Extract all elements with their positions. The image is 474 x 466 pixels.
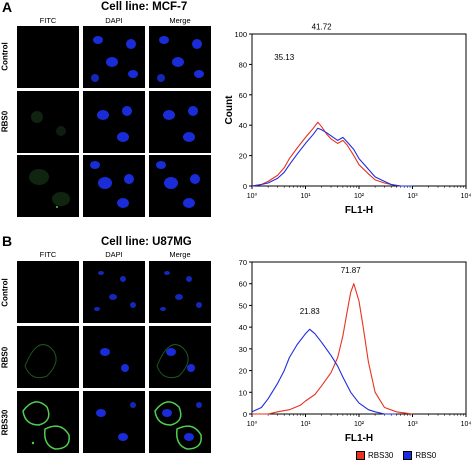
chart-a-data-label: 41.72	[312, 22, 333, 31]
panel-a-cell-line-title: Cell line: MCF-7	[101, 1, 188, 13]
legend-label-rbs30: RBS30	[368, 451, 394, 460]
panel-b-rbs30-merge-image	[149, 391, 211, 453]
legend-label-rbs0: RBS0	[415, 451, 437, 460]
panel-b-row-rbs0: RBS0	[0, 346, 10, 369]
chart-b-plot-frame	[251, 261, 467, 415]
chart-a-y-tick-label: 0	[243, 182, 247, 191]
panel-b-letter: B	[2, 233, 13, 249]
panel-b-col-fitc: FITC	[39, 250, 57, 259]
panel-a-letter: A	[2, 0, 13, 15]
chart-a-y-tick-label: 80	[239, 60, 247, 69]
panel-a-rbs30-merge-image	[149, 155, 211, 217]
legend-swatch-rbs0	[403, 451, 413, 460]
chart-a-x-axis-label: FL1-H	[345, 205, 373, 216]
chart-b-x-tick-label: 10³	[407, 421, 418, 428]
chart-b-y-tick-label: 10	[239, 388, 247, 397]
panel-b-rbs30-fitc-image	[17, 391, 79, 453]
panel-b-row-rbs30: RBS30	[0, 409, 10, 436]
panel-a-control-fitc-image	[17, 26, 79, 88]
chart-a-x-tick-label: 10¹	[300, 193, 311, 200]
chart-b-series-line-0	[252, 283, 413, 415]
panel-b-control-fitc-image	[17, 261, 79, 323]
chart-b-x-tick-label: 10⁰	[247, 420, 258, 428]
chart-b-y-tick-label: 50	[239, 301, 247, 310]
chart-a-y-axis-label: Count	[224, 95, 235, 125]
chart-a-y-tick-label: 100	[234, 30, 247, 39]
panel-b-cell-line-title: Cell line: U87MG	[101, 236, 192, 248]
chart-b-y-tick-label: 0	[243, 410, 247, 419]
panel-a-control-merge-image	[149, 26, 211, 88]
chart-a-series-line-0	[251, 121, 413, 187]
panel-a-col-dapi: DAPI	[105, 16, 123, 25]
panel-a-rbs0-dapi-image	[83, 91, 145, 153]
panel-b-rbs0-dapi-image	[83, 326, 145, 388]
chart-b-x-tick-label: 10⁴	[461, 421, 472, 428]
panel-a-rbs30-dapi-image	[83, 155, 145, 217]
panel-a-rbs30-fitc-image	[17, 155, 79, 217]
chart-b-y-tick-label: 20	[239, 367, 247, 376]
chart-b-x-tick-label: 10¹	[300, 421, 311, 428]
chart-a-x-tick-label: 10³	[407, 193, 418, 200]
chart-b-y-tick-label: 40	[239, 323, 247, 332]
panel-b-row-control: Control	[0, 278, 10, 307]
chart-b-series-line-1	[251, 328, 397, 415]
panel-a-row-rbs0: RBS0	[0, 110, 10, 133]
panel-a-rbs0-fitc-image	[17, 91, 79, 153]
chart-b-data-label: 71.87	[341, 266, 362, 275]
panel-a-row-control: Control	[0, 42, 10, 71]
chart-b-x-tick-label: 10²	[354, 421, 365, 428]
panel-a-rbs0-merge-image	[149, 91, 211, 153]
panel-b-col-merge: Merge	[169, 250, 191, 259]
legend-swatch-rbs30	[356, 451, 365, 460]
chart-a-y-tick-label: 20	[239, 152, 247, 161]
chart-a-x-tick-label: 10⁴	[461, 193, 472, 200]
chart-a-x-tick-label: 10⁰	[247, 192, 258, 200]
panel-b-col-dapi: DAPI	[105, 250, 123, 259]
chart-a-y-tick-label: 60	[239, 91, 247, 100]
chart-a-series-line-1	[251, 127, 413, 187]
panel-b-rbs0-merge-image	[149, 326, 211, 388]
panel-a-control-dapi-image	[83, 26, 145, 88]
chart-b-y-tick-label: 30	[239, 345, 247, 354]
chart-b-y-tick-label: 70	[239, 258, 247, 267]
panel-a-col-fitc: FITC	[39, 16, 57, 25]
chart-b-data-label: 21.83	[300, 307, 321, 316]
panel-b-flow-histogram: 0 10 20 30 40 50 60 70 10⁰ 10¹ 10² 10³ 10⁴ FL1-H 21.83…	[239, 258, 472, 444]
legend-item-rbs0: RBS0	[403, 451, 436, 460]
chart-b-x-axis-label: FL1-H	[345, 433, 373, 444]
panel-b-rbs30-dapi-image	[83, 391, 145, 453]
legend-item-rbs30: RBS30	[356, 451, 393, 460]
chart-a-data-label: 35.13	[274, 53, 295, 62]
panel-b-control-dapi-image	[83, 261, 145, 323]
panel-b-control-merge-image	[149, 261, 211, 323]
chart-b-y-tick-label: 60	[239, 280, 247, 289]
panel-a-col-merge: Merge	[169, 16, 191, 25]
chart-a-x-tick-label: 10²	[354, 193, 365, 200]
panel-a-flow-histogram: 0 20 40 60 80 100 10⁰ 10¹ 10² 10³ 10⁴ FL1-H Count 35.…	[224, 22, 472, 216]
panel-b-rbs0-fitc-image	[17, 326, 79, 388]
panel-b-legend: RBS30 RBS0	[356, 451, 436, 460]
chart-a-y-tick-label: 40	[239, 121, 247, 130]
